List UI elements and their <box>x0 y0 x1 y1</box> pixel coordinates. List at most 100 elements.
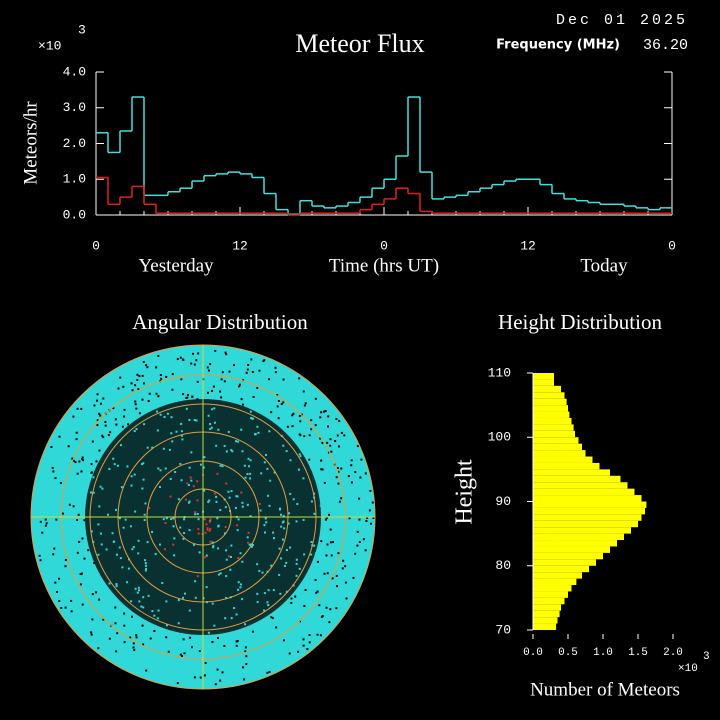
speck <box>252 396 255 399</box>
x-tick-label: 0 <box>668 238 676 253</box>
speck <box>113 463 116 466</box>
bar <box>533 398 567 406</box>
speck <box>179 526 182 529</box>
speck <box>236 495 239 498</box>
speck <box>175 430 178 433</box>
speck <box>321 468 324 471</box>
speck <box>96 419 99 422</box>
speck <box>282 378 285 381</box>
speck <box>82 459 85 462</box>
speck <box>224 506 227 509</box>
speck <box>337 552 340 555</box>
speck <box>295 558 298 561</box>
speck <box>180 378 183 381</box>
bar <box>533 385 561 393</box>
speck <box>72 415 75 418</box>
speck <box>64 606 67 609</box>
speck <box>189 636 192 639</box>
speck <box>241 598 244 601</box>
speck <box>166 412 169 415</box>
speck <box>336 434 339 437</box>
speck <box>159 543 162 546</box>
speck <box>225 482 228 485</box>
speck <box>325 554 328 557</box>
speck <box>114 606 117 609</box>
speck <box>108 637 111 640</box>
speck <box>237 440 240 443</box>
speck <box>114 622 117 625</box>
speck <box>298 377 301 380</box>
speck <box>291 425 294 428</box>
speck <box>176 358 179 361</box>
speck <box>217 573 220 576</box>
speck <box>172 543 175 546</box>
speck <box>87 549 90 552</box>
speck <box>181 358 184 361</box>
speck <box>98 449 101 452</box>
speck <box>329 444 332 447</box>
speck <box>316 633 319 636</box>
speck <box>209 518 212 521</box>
speck <box>168 448 171 451</box>
speck <box>356 445 359 448</box>
speck <box>109 431 112 434</box>
speck <box>288 512 291 515</box>
speck <box>169 495 172 498</box>
speck <box>170 518 173 521</box>
speck <box>133 430 136 433</box>
speck <box>241 403 244 406</box>
speck <box>138 375 141 378</box>
y-tick-label: 2.0 <box>63 136 86 151</box>
speck <box>325 517 328 520</box>
speck <box>303 553 306 556</box>
speck <box>142 606 145 609</box>
speck <box>209 422 212 425</box>
speck <box>230 544 233 547</box>
speck <box>256 386 259 389</box>
speck <box>350 464 353 467</box>
speck <box>211 641 214 644</box>
speck <box>179 462 182 465</box>
speck <box>196 499 199 502</box>
speck <box>53 547 56 550</box>
speck <box>258 569 261 572</box>
speck <box>99 414 102 417</box>
speck <box>308 641 311 644</box>
speck <box>55 518 58 521</box>
speck <box>263 609 266 612</box>
speck <box>193 543 196 546</box>
speck <box>70 599 73 602</box>
speck <box>167 650 170 653</box>
speck <box>364 549 367 552</box>
speck <box>314 552 317 555</box>
speck <box>116 632 119 635</box>
speck <box>213 492 216 495</box>
speck <box>116 553 119 556</box>
speck <box>183 592 186 595</box>
speck <box>83 557 86 560</box>
speck <box>335 607 338 610</box>
speck <box>203 518 206 521</box>
speck <box>265 521 268 524</box>
speck <box>236 524 239 527</box>
speck <box>71 457 74 460</box>
speck <box>67 445 70 448</box>
speck <box>96 424 99 427</box>
speck <box>304 589 307 592</box>
speck <box>264 517 267 520</box>
speck <box>188 418 191 421</box>
speck <box>97 523 100 526</box>
speck <box>107 434 110 437</box>
speck <box>356 544 359 547</box>
speck <box>182 393 185 396</box>
speck <box>326 572 329 575</box>
speck <box>173 554 176 557</box>
speck <box>228 555 231 558</box>
speck <box>58 577 61 580</box>
speck <box>210 426 213 429</box>
speck <box>340 467 343 470</box>
speck <box>268 670 271 673</box>
speck <box>274 371 277 374</box>
speck <box>181 438 184 441</box>
speck <box>124 518 127 521</box>
